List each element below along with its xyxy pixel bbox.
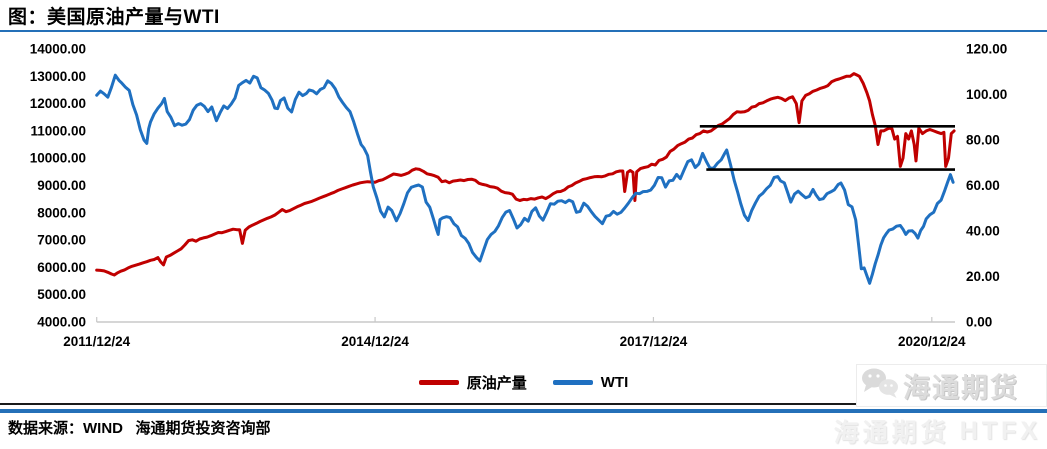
left-axis-tick-label: 6000.00: [37, 260, 86, 275]
x-axis-tick-label: 2017/12/24: [620, 334, 688, 349]
left-axis-tick-label: 7000.00: [37, 233, 86, 248]
x-axis-tick-label: 2020/12/24: [898, 334, 966, 349]
right-axis-tick-label: 60.00: [966, 178, 1000, 193]
left-axis-tick-label: 10000.00: [30, 151, 86, 166]
right-axis-tick-label: 20.00: [966, 269, 1000, 284]
legend-item-wti: WTI: [552, 374, 629, 391]
title-rule: [0, 30, 1047, 32]
left-axis-tick-label: 9000.00: [37, 178, 86, 193]
right-axis-tick-label: 80.00: [966, 133, 1000, 148]
footer-blue-rule: [0, 409, 1047, 413]
right-axis-tick-label: 40.00: [966, 224, 1000, 239]
watermark-ghost-brand: 海通期货: [833, 419, 950, 447]
left-axis-tick-label: 8000.00: [37, 205, 86, 220]
watermark-ghost: 海通期货 HTFX: [834, 413, 1041, 449]
legend-label-production: 原油产量: [466, 375, 527, 392]
footer-thin-rule: [0, 403, 856, 405]
watermark-ghost-text: HTFX: [959, 416, 1041, 445]
watermark: 海通期货: [856, 364, 1047, 407]
left-axis-tick-label: 11000.00: [30, 123, 86, 138]
line-chart: 14000.00 13000.00 12000.00 11000.00 10000.00…: [30, 42, 1008, 350]
left-axis-tick-label: 4000.00: [37, 315, 86, 330]
right-axis-tick-label: 100.00: [966, 87, 1007, 102]
production-line-swatch: [418, 380, 459, 385]
left-axis-tick-label: 12000.00: [30, 96, 86, 111]
right-axis-tick-label: 0.00: [966, 315, 992, 330]
source-note: 数据来源：WIND 海通期货投资咨询部: [8, 420, 271, 437]
wechat-icon: [861, 367, 899, 404]
left-axis-tick-label: 14000.00: [30, 42, 86, 57]
x-axis-tick-label: 2011/12/24: [63, 334, 130, 349]
wti-line-swatch: [552, 380, 593, 385]
legend: 原油产量 WTI: [0, 372, 1047, 393]
watermark-brand: 海通期货: [903, 373, 1019, 403]
left-axis-tick-label: 5000.00: [37, 287, 86, 302]
page-title: 图：美国原油产量与WTI: [8, 7, 220, 28]
right-axis-tick-label: 120.00: [966, 42, 1007, 57]
legend-item-production: 原油产量: [418, 372, 527, 393]
left-axis-tick-label: 13000.00: [30, 69, 86, 84]
legend-label-wti: WTI: [600, 374, 629, 391]
wti-series-line: [95, 73, 955, 285]
x-axis-tick-label: 2014/12/24: [341, 334, 409, 349]
production-series-line: [95, 72, 956, 277]
